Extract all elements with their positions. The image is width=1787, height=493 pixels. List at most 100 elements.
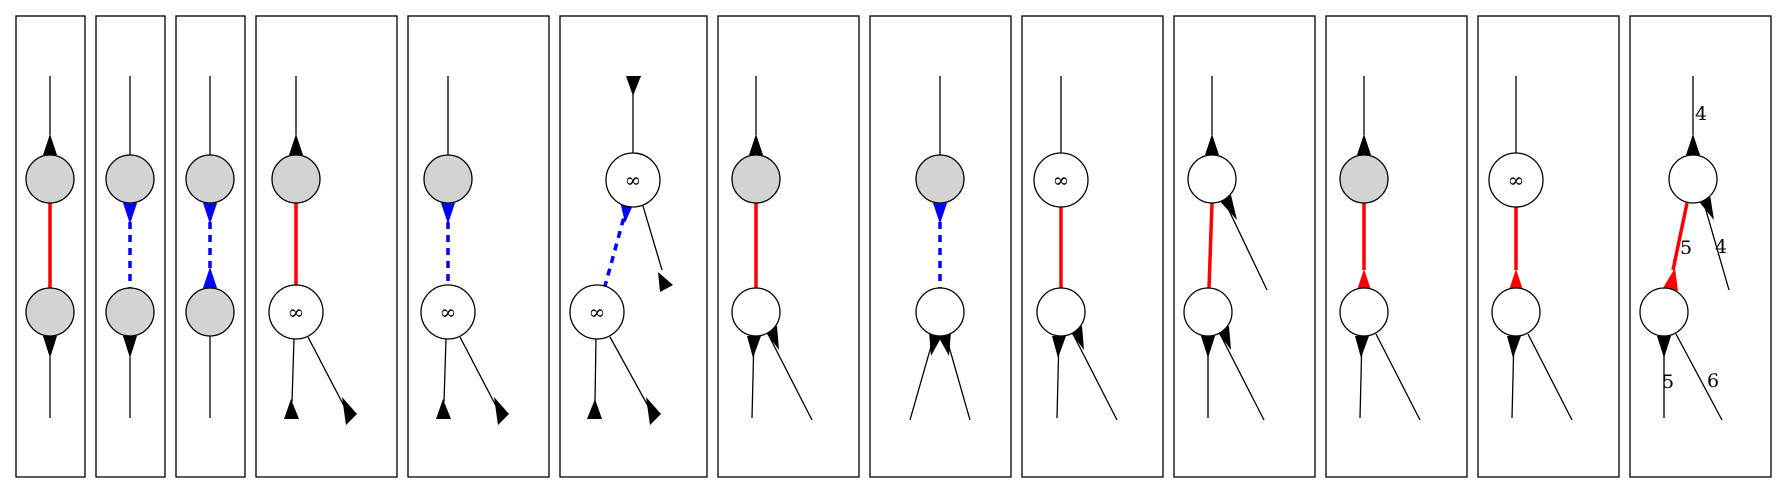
panel-9-frame [1021, 15, 1164, 478]
arrow-down-right [494, 397, 509, 425]
arrow-down-right [342, 397, 357, 425]
blue-arrow-down [933, 203, 947, 224]
arrow-down-right [646, 397, 661, 425]
blue-dashed-edge [603, 205, 629, 287]
external-line-right [1072, 333, 1118, 421]
infinity-symbol: ∞ [1508, 168, 1525, 192]
panel-8-frame [869, 15, 1012, 478]
infinity-symbol: ∞ [440, 300, 457, 324]
arrow-up [1205, 134, 1219, 155]
panel-3 [175, 15, 246, 478]
external-line-right [1219, 333, 1265, 421]
red-arrow-up [1663, 268, 1678, 291]
node-white-top [1668, 154, 1718, 204]
external-line-right [1675, 333, 1723, 421]
node-gray-top [915, 154, 965, 204]
infinity-symbol-bottom: ∞ [589, 300, 606, 324]
node-gray-top [731, 154, 781, 204]
blue-arrow-down [441, 203, 455, 224]
panel-12: ∞ [1477, 15, 1620, 478]
arrow-down [43, 336, 57, 358]
blue-arrow-down [123, 203, 137, 224]
arrow-left-leg [747, 336, 761, 358]
node-infinity-bottom [569, 284, 625, 340]
blue-arrow-up [203, 267, 217, 288]
node-white-top [1187, 154, 1237, 204]
edge-label-top: 4 [1695, 103, 1707, 125]
panel-7 [717, 15, 860, 478]
node-white-bottom [1639, 287, 1689, 337]
panel-2 [95, 15, 166, 478]
node-gray-top [105, 154, 155, 204]
node-white-bottom [1491, 287, 1541, 337]
external-line-left [909, 335, 935, 421]
external-line-right [1527, 333, 1573, 421]
node-gray-top [185, 154, 235, 204]
arrow-left-leg [1052, 336, 1066, 358]
arrow-up [43, 134, 57, 155]
panel-8 [869, 15, 1012, 478]
node-infinity [1488, 152, 1544, 208]
node-gray-bottom [25, 287, 75, 337]
arrow-up [1686, 134, 1700, 155]
red-edge [1207, 202, 1214, 289]
external-line-right [307, 336, 345, 407]
edge-label-right-top: 4 [1715, 236, 1727, 258]
arrow-left-leg [929, 332, 942, 356]
panel-12-frame [1477, 15, 1620, 478]
panel-7-frame [717, 15, 860, 478]
panel-13: 4 5 4 5 6 [1629, 15, 1772, 478]
red-edge [1671, 202, 1689, 271]
panel-13-frame [1629, 15, 1772, 478]
arrow-down [1507, 336, 1521, 358]
panel-1-frame [15, 15, 86, 478]
node-infinity-top [605, 152, 661, 208]
panel-6: ∞ ∞ [559, 15, 708, 478]
red-arrow-up [1357, 269, 1371, 290]
panel-11-frame [1325, 15, 1468, 478]
node-gray-top [1339, 154, 1389, 204]
panel-4-frame [255, 15, 398, 478]
panel-5-frame [407, 15, 550, 478]
panel-3-frame [175, 15, 246, 478]
edge-label-red: 5 [1680, 237, 1692, 259]
node-white-bottom [731, 287, 781, 337]
blue-arrow-down [203, 203, 217, 224]
arrow-down [123, 336, 137, 358]
external-line-right-top [1702, 199, 1730, 291]
node-gray-top [271, 154, 321, 204]
panel-9: ∞ [1021, 15, 1164, 478]
panel-2-frame [95, 15, 166, 478]
external-line-right [767, 333, 813, 421]
arrow-down-right [658, 272, 673, 292]
panel-10-frame [1173, 15, 1316, 478]
panel-6-frame [559, 15, 708, 478]
arrow-down [284, 399, 299, 419]
external-line-left [443, 338, 447, 403]
arrow-up [1357, 134, 1371, 155]
panel-10 [1173, 15, 1316, 478]
panel-4: ∞ [255, 15, 398, 478]
infinity-symbol: ∞ [288, 300, 305, 324]
panel-1 [15, 15, 86, 478]
red-arrow-up [1509, 269, 1523, 290]
arrow-down [587, 399, 602, 419]
node-gray-bottom [185, 287, 235, 337]
arrow-right-leg [938, 332, 951, 356]
node-gray-top [25, 154, 75, 204]
external-line-left [594, 338, 597, 403]
external-line-right-top [1223, 199, 1268, 291]
node-infinity [1033, 152, 1089, 208]
panel-11 [1325, 15, 1468, 478]
external-line-right [1375, 333, 1421, 421]
arrow-down [626, 76, 641, 96]
arrow-down [1355, 336, 1369, 358]
node-gray-bottom [105, 287, 155, 337]
edge-label-right: 6 [1707, 370, 1719, 392]
external-line-right [459, 336, 497, 407]
external-line-right [945, 335, 971, 421]
infinity-symbol-top: ∞ [625, 168, 642, 192]
external-line-right-bottom [609, 336, 649, 407]
node-gray-top [423, 154, 473, 204]
